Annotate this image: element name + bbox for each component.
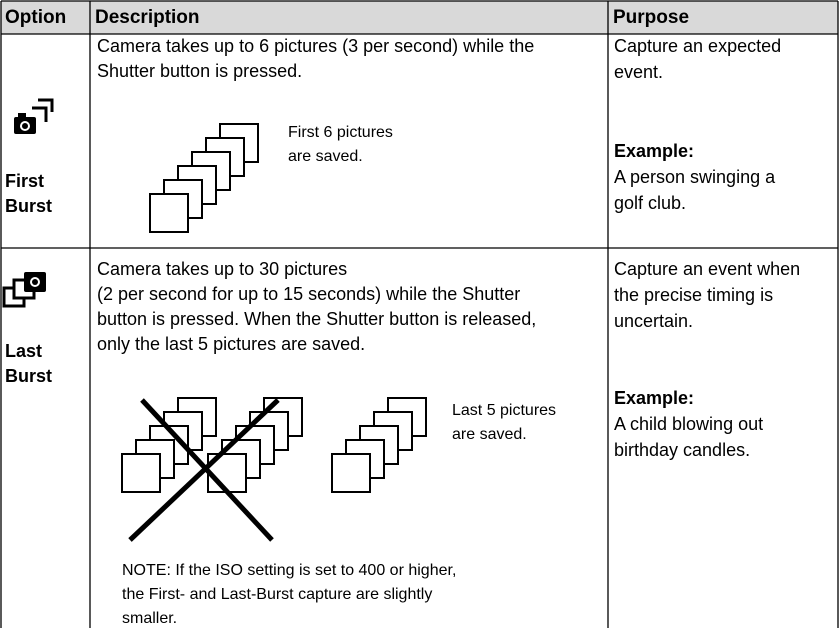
first-burst-figure	[149, 123, 259, 233]
header-cell: Description	[95, 7, 200, 28]
option-label: Last	[5, 341, 42, 361]
description-line: (2 per second for up to 15 seconds) whil…	[97, 284, 520, 304]
purpose-line: Capture an event when	[614, 259, 800, 279]
example-line: golf club.	[614, 193, 686, 213]
first-burst-icon	[14, 98, 54, 134]
last-burst-icon	[2, 272, 46, 308]
note-line: smaller.	[122, 610, 177, 627]
description-line: Camera takes up to 6 pictures (3 per sec…	[97, 36, 534, 56]
description-line: only the last 5 pictures are saved.	[97, 334, 365, 354]
description-line: Camera takes up to 30 pictures	[97, 259, 347, 279]
description-line: button is pressed. When the Shutter butt…	[97, 309, 536, 329]
option-label: First	[5, 171, 44, 191]
figure-caption: are saved.	[452, 426, 527, 443]
purpose-line: uncertain.	[614, 311, 693, 331]
header-cell: Purpose	[613, 7, 689, 28]
figure-caption: First 6 pictures	[288, 124, 393, 141]
figure-caption: are saved.	[288, 148, 363, 165]
last-burst-saved-figure	[331, 397, 427, 493]
purpose-line: event.	[614, 62, 663, 82]
purpose-line: the precise timing is	[614, 285, 773, 305]
description-line: Shutter button is pressed.	[97, 61, 302, 81]
option-label: Burst	[5, 366, 52, 386]
example-label: Example:	[614, 141, 694, 161]
example-line: birthday candles.	[614, 440, 750, 460]
example-line: A child blowing out	[614, 414, 763, 434]
purpose-line: Capture an expected	[614, 36, 781, 56]
example-label: Example:	[614, 388, 694, 408]
note-line: NOTE: If the ISO setting is set to 400 o…	[122, 562, 456, 579]
note-line: the First- and Last-Burst capture are sl…	[122, 586, 432, 603]
header-background	[1, 1, 838, 34]
option-label: Burst	[5, 196, 52, 216]
header-cell: Option	[5, 7, 66, 28]
figure-caption: Last 5 pictures	[452, 402, 556, 419]
last-burst-discarded-figure	[121, 397, 303, 542]
example-line: A person swinging a	[614, 167, 776, 187]
